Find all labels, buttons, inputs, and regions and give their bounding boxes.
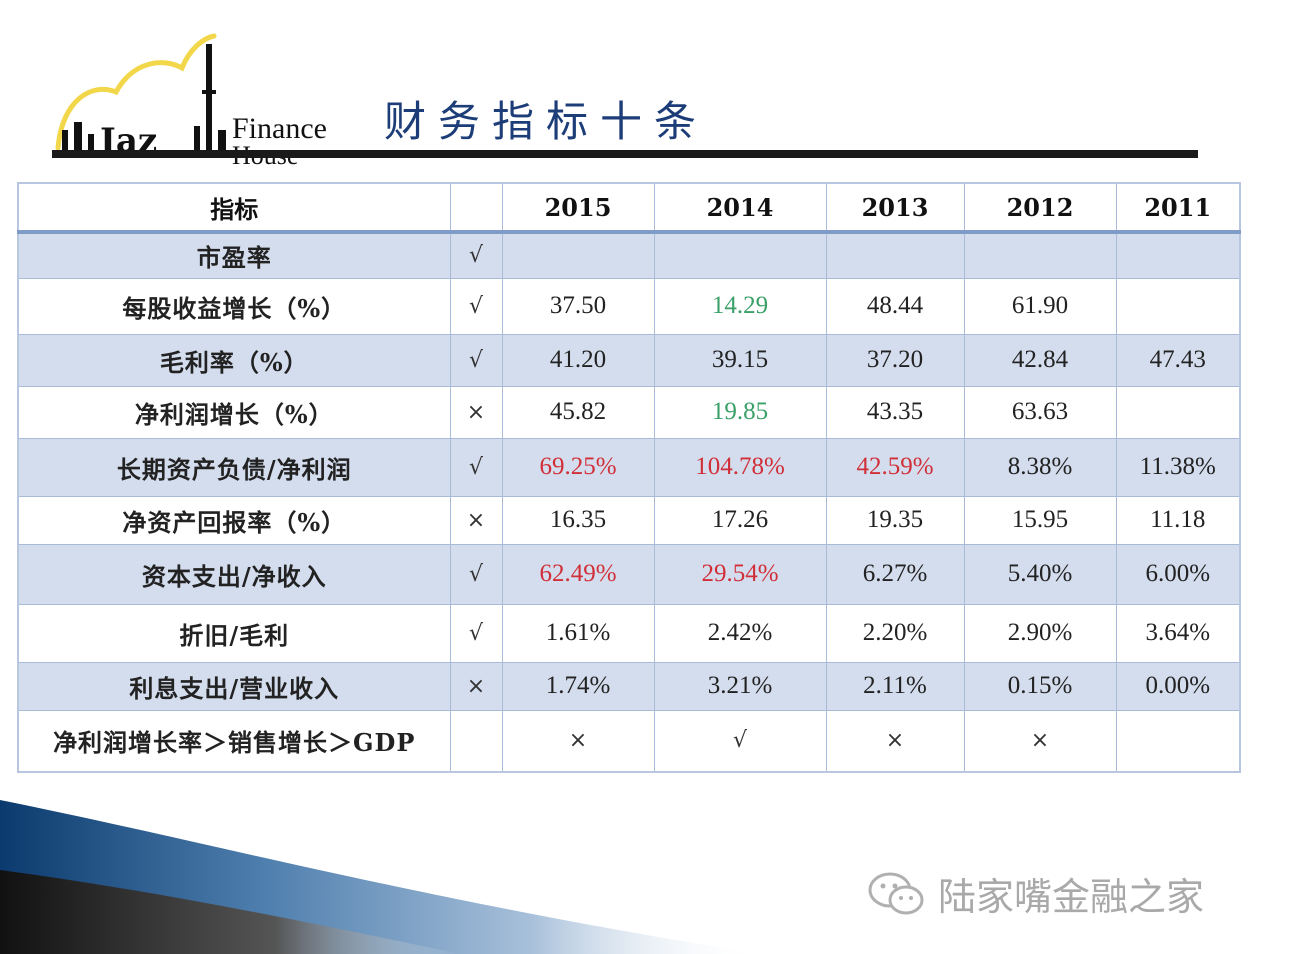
table-row: 折旧/毛利 √ 1.61% 2.42% 2.20% 2.90% 3.64% <box>17 603 1241 663</box>
value-cell <box>1115 385 1241 439</box>
indicator-label: 净利润增长率＞销售增长＞GDP <box>17 709 451 773</box>
value-cell: 6.27% <box>825 543 965 605</box>
table-row: 市盈率 √ <box>17 231 1241 279</box>
value-cell: 47.43 <box>1115 333 1241 387</box>
value-cell: 37.20 <box>825 333 965 387</box>
column-header: 指标 <box>17 182 451 234</box>
value-cell: 41.20 <box>501 333 655 387</box>
value-cell: 0.00% <box>1115 661 1241 711</box>
value-cell: × <box>963 709 1117 773</box>
value-cell: 15.95 <box>963 495 1117 545</box>
value-cell: 19.35 <box>825 495 965 545</box>
check-mark-cell: × <box>449 661 503 711</box>
check-mark-cell <box>449 709 503 773</box>
value-cell: 69.25% <box>501 437 655 497</box>
table-row: 每股收益增长（%） √ 37.50 14.29 48.44 61.90 <box>17 277 1241 335</box>
table-row: 毛利率（%） √ 41.20 39.15 37.20 42.84 47.43 <box>17 333 1241 387</box>
value-cell <box>1115 709 1241 773</box>
value-cell: 63.63 <box>963 385 1117 439</box>
value-cell: 2.90% <box>963 603 1117 663</box>
value-cell: 17.26 <box>653 495 827 545</box>
value-cell: 42.59% <box>825 437 965 497</box>
value-cell: 61.90 <box>963 277 1117 335</box>
column-header: 2015 <box>501 182 655 234</box>
value-cell: 6.00% <box>1115 543 1241 605</box>
column-header <box>449 182 503 234</box>
value-cell: 43.35 <box>825 385 965 439</box>
watermark-text: 陆家嘴金融之家 <box>938 875 1205 919</box>
value-cell: √ <box>653 709 827 773</box>
value-cell: × <box>501 709 655 773</box>
value-cell: 1.61% <box>501 603 655 663</box>
wechat-icon <box>868 872 924 915</box>
value-cell: 11.18 <box>1115 495 1241 545</box>
check-mark-cell: √ <box>449 333 503 387</box>
indicator-label: 每股收益增长（%） <box>17 277 451 335</box>
value-cell: 0.15% <box>963 661 1117 711</box>
page-title: 财务指标十条 <box>384 97 709 146</box>
value-cell: 37.50 <box>501 277 655 335</box>
value-cell <box>1115 231 1241 279</box>
value-cell: 62.49% <box>501 543 655 605</box>
value-cell: × <box>825 709 965 773</box>
check-mark-cell: √ <box>449 231 503 279</box>
indicator-label: 毛利率（%） <box>17 333 451 387</box>
table-row: 净资产回报率（%） × 16.35 17.26 19.35 15.95 11.18 <box>17 495 1241 545</box>
column-header: 2014 <box>653 182 827 234</box>
check-mark-cell: √ <box>449 437 503 497</box>
value-cell <box>963 231 1117 279</box>
value-cell: 5.40% <box>963 543 1117 605</box>
table-row: 长期资产负债/净利润 √ 69.25% 104.78% 42.59% 8.38% 11.38… <box>17 437 1241 497</box>
check-mark-cell: √ <box>449 277 503 335</box>
value-cell: 19.85 <box>653 385 827 439</box>
title-underline <box>52 150 1198 158</box>
value-cell: 2.20% <box>825 603 965 663</box>
indicator-label: 资本支出/净收入 <box>17 543 451 605</box>
value-cell: 39.15 <box>653 333 827 387</box>
value-cell <box>653 231 827 279</box>
column-header: 2012 <box>963 182 1117 234</box>
table-row: 净利润增长率＞销售增长＞GDP × √ × × <box>17 709 1241 773</box>
value-cell: 3.21% <box>653 661 827 711</box>
table-row: 资本支出/净收入 √ 62.49% 29.54% 6.27% 5.40% 6.00% <box>17 543 1241 605</box>
value-cell: 3.64% <box>1115 603 1241 663</box>
value-cell: 16.35 <box>501 495 655 545</box>
value-cell: 11.38% <box>1115 437 1241 497</box>
column-header: 2011 <box>1115 182 1241 234</box>
check-mark-cell: √ <box>449 603 503 663</box>
table-header-row: 指标 2015 2014 2013 2012 2011 <box>17 182 1241 234</box>
value-cell <box>825 231 965 279</box>
table-row: 净利润增长（%） × 45.82 19.85 43.35 63.63 <box>17 385 1241 439</box>
indicator-label: 净资产回报率（%） <box>17 495 451 545</box>
indicator-label: 折旧/毛利 <box>17 603 451 663</box>
value-cell <box>501 231 655 279</box>
indicator-label: 长期资产负债/净利润 <box>17 437 451 497</box>
value-cell: 45.82 <box>501 385 655 439</box>
logo-cloud-arc <box>55 33 217 151</box>
value-cell: 1.74% <box>501 661 655 711</box>
value-cell: 42.84 <box>963 333 1117 387</box>
value-cell: 29.54% <box>653 543 827 605</box>
value-cell: 14.29 <box>653 277 827 335</box>
value-cell: 48.44 <box>825 277 965 335</box>
column-header: 2013 <box>825 182 965 234</box>
indicator-label: 利息支出/营业收入 <box>17 661 451 711</box>
check-mark-cell: × <box>449 495 503 545</box>
value-cell <box>1115 277 1241 335</box>
indicator-label: 市盈率 <box>17 231 451 279</box>
value-cell: 2.42% <box>653 603 827 663</box>
table-row: 利息支出/营业收入 × 1.74% 3.21% 2.11% 0.15% 0.00% <box>17 661 1241 711</box>
check-mark-cell: √ <box>449 543 503 605</box>
value-cell: 104.78% <box>653 437 827 497</box>
lujiazui-skyline-logo: Iaz Finance House <box>55 33 346 165</box>
value-cell: 8.38% <box>963 437 1117 497</box>
footer-swoosh <box>0 800 760 954</box>
check-mark-cell: × <box>449 385 503 439</box>
logo-tower-shaft <box>206 44 212 154</box>
indicator-label: 净利润增长（%） <box>17 385 451 439</box>
value-cell: 2.11% <box>825 661 965 711</box>
logo-finance-text: Finance <box>232 112 327 145</box>
financial-indicators-table: 指标 2015 2014 2013 2012 2011 市盈率 √ 每股收益增长（%… <box>17 182 1241 773</box>
